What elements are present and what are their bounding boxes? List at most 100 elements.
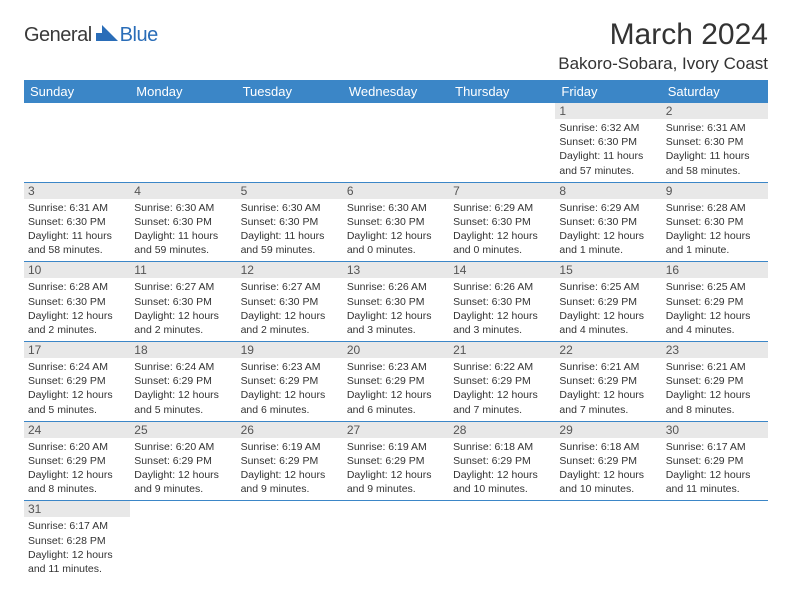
weekday-header: Friday [555, 80, 661, 103]
calendar-day-cell: 12Sunrise: 6:27 AMSunset: 6:30 PMDayligh… [237, 262, 343, 342]
sunrise-text: Sunrise: 6:30 AM [347, 201, 445, 215]
calendar-day-cell [237, 103, 343, 182]
sunset-text: Sunset: 6:30 PM [134, 215, 232, 229]
calendar-day-cell [555, 501, 661, 580]
day-details: Sunrise: 6:20 AMSunset: 6:29 PMDaylight:… [130, 438, 236, 501]
calendar-day-cell: 8Sunrise: 6:29 AMSunset: 6:30 PMDaylight… [555, 182, 661, 262]
daylight-text: Daylight: 12 hours and 3 minutes. [347, 309, 445, 337]
calendar-day-cell [24, 103, 130, 182]
daylight-text: Daylight: 12 hours and 0 minutes. [453, 229, 551, 257]
logo-flag-icon [96, 25, 118, 41]
sunrise-text: Sunrise: 6:25 AM [666, 280, 764, 294]
sunrise-text: Sunrise: 6:23 AM [347, 360, 445, 374]
daylight-text: Daylight: 12 hours and 9 minutes. [347, 468, 445, 496]
sunset-text: Sunset: 6:29 PM [559, 295, 657, 309]
day-number: 3 [24, 183, 130, 199]
calendar-week-row: 3Sunrise: 6:31 AMSunset: 6:30 PMDaylight… [24, 182, 768, 262]
calendar-day-cell: 19Sunrise: 6:23 AMSunset: 6:29 PMDayligh… [237, 342, 343, 422]
sunrise-text: Sunrise: 6:21 AM [666, 360, 764, 374]
daylight-text: Daylight: 12 hours and 11 minutes. [28, 548, 126, 576]
day-number: 25 [130, 422, 236, 438]
day-number: 19 [237, 342, 343, 358]
day-number: 27 [343, 422, 449, 438]
daylight-text: Daylight: 11 hours and 58 minutes. [666, 149, 764, 177]
sunset-text: Sunset: 6:30 PM [241, 295, 339, 309]
sunset-text: Sunset: 6:29 PM [559, 374, 657, 388]
day-details: Sunrise: 6:24 AMSunset: 6:29 PMDaylight:… [24, 358, 130, 421]
sunset-text: Sunset: 6:29 PM [559, 454, 657, 468]
day-number: 15 [555, 262, 661, 278]
day-details: Sunrise: 6:17 AMSunset: 6:28 PMDaylight:… [24, 517, 130, 580]
sunset-text: Sunset: 6:29 PM [453, 454, 551, 468]
calendar-day-cell: 15Sunrise: 6:25 AMSunset: 6:29 PMDayligh… [555, 262, 661, 342]
location-subtitle: Bakoro-Sobara, Ivory Coast [558, 54, 768, 74]
daylight-text: Daylight: 12 hours and 9 minutes. [241, 468, 339, 496]
daylight-text: Daylight: 12 hours and 10 minutes. [453, 468, 551, 496]
sunrise-text: Sunrise: 6:31 AM [666, 121, 764, 135]
sunset-text: Sunset: 6:30 PM [559, 135, 657, 149]
sunset-text: Sunset: 6:30 PM [134, 295, 232, 309]
day-details: Sunrise: 6:31 AMSunset: 6:30 PMDaylight:… [24, 199, 130, 262]
day-number: 1 [555, 103, 661, 119]
sunset-text: Sunset: 6:29 PM [666, 295, 764, 309]
calendar-week-row: 1Sunrise: 6:32 AMSunset: 6:30 PMDaylight… [24, 103, 768, 182]
daylight-text: Daylight: 12 hours and 5 minutes. [134, 388, 232, 416]
calendar-week-row: 31Sunrise: 6:17 AMSunset: 6:28 PMDayligh… [24, 501, 768, 580]
logo: General Blue [24, 18, 158, 47]
calendar-day-cell: 11Sunrise: 6:27 AMSunset: 6:30 PMDayligh… [130, 262, 236, 342]
sunrise-text: Sunrise: 6:18 AM [453, 440, 551, 454]
sunset-text: Sunset: 6:30 PM [28, 215, 126, 229]
calendar-day-cell: 5Sunrise: 6:30 AMSunset: 6:30 PMDaylight… [237, 182, 343, 262]
day-number: 24 [24, 422, 130, 438]
day-number: 17 [24, 342, 130, 358]
day-number: 20 [343, 342, 449, 358]
sunset-text: Sunset: 6:30 PM [453, 215, 551, 229]
day-number: 13 [343, 262, 449, 278]
sunrise-text: Sunrise: 6:19 AM [241, 440, 339, 454]
sunrise-text: Sunrise: 6:19 AM [347, 440, 445, 454]
sunrise-text: Sunrise: 6:32 AM [559, 121, 657, 135]
daylight-text: Daylight: 12 hours and 2 minutes. [134, 309, 232, 337]
sunrise-text: Sunrise: 6:25 AM [559, 280, 657, 294]
calendar-day-cell: 14Sunrise: 6:26 AMSunset: 6:30 PMDayligh… [449, 262, 555, 342]
day-details: Sunrise: 6:22 AMSunset: 6:29 PMDaylight:… [449, 358, 555, 421]
daylight-text: Daylight: 12 hours and 2 minutes. [241, 309, 339, 337]
day-details: Sunrise: 6:28 AMSunset: 6:30 PMDaylight:… [24, 278, 130, 341]
daylight-text: Daylight: 11 hours and 59 minutes. [241, 229, 339, 257]
sunset-text: Sunset: 6:30 PM [666, 215, 764, 229]
day-number: 30 [662, 422, 768, 438]
daylight-text: Daylight: 11 hours and 57 minutes. [559, 149, 657, 177]
calendar-day-cell [237, 501, 343, 580]
calendar-day-cell: 2Sunrise: 6:31 AMSunset: 6:30 PMDaylight… [662, 103, 768, 182]
sunrise-text: Sunrise: 6:23 AM [241, 360, 339, 374]
calendar-day-cell: 29Sunrise: 6:18 AMSunset: 6:29 PMDayligh… [555, 421, 661, 501]
calendar-day-cell: 18Sunrise: 6:24 AMSunset: 6:29 PMDayligh… [130, 342, 236, 422]
day-details: Sunrise: 6:24 AMSunset: 6:29 PMDaylight:… [130, 358, 236, 421]
calendar-day-cell [449, 103, 555, 182]
sunset-text: Sunset: 6:29 PM [241, 454, 339, 468]
sunrise-text: Sunrise: 6:26 AM [453, 280, 551, 294]
calendar-day-cell: 31Sunrise: 6:17 AMSunset: 6:28 PMDayligh… [24, 501, 130, 580]
sunset-text: Sunset: 6:29 PM [666, 374, 764, 388]
sunrise-text: Sunrise: 6:28 AM [666, 201, 764, 215]
day-number: 2 [662, 103, 768, 119]
calendar-day-cell: 21Sunrise: 6:22 AMSunset: 6:29 PMDayligh… [449, 342, 555, 422]
daylight-text: Daylight: 12 hours and 3 minutes. [453, 309, 551, 337]
day-details: Sunrise: 6:25 AMSunset: 6:29 PMDaylight:… [662, 278, 768, 341]
calendar-day-cell: 4Sunrise: 6:30 AMSunset: 6:30 PMDaylight… [130, 182, 236, 262]
daylight-text: Daylight: 12 hours and 1 minute. [559, 229, 657, 257]
weekday-header: Thursday [449, 80, 555, 103]
calendar-day-cell [130, 501, 236, 580]
sunset-text: Sunset: 6:29 PM [666, 454, 764, 468]
sunrise-text: Sunrise: 6:20 AM [134, 440, 232, 454]
calendar-day-cell: 23Sunrise: 6:21 AMSunset: 6:29 PMDayligh… [662, 342, 768, 422]
sunrise-text: Sunrise: 6:26 AM [347, 280, 445, 294]
day-number: 26 [237, 422, 343, 438]
day-details: Sunrise: 6:29 AMSunset: 6:30 PMDaylight:… [449, 199, 555, 262]
sunrise-text: Sunrise: 6:30 AM [241, 201, 339, 215]
calendar-day-cell: 22Sunrise: 6:21 AMSunset: 6:29 PMDayligh… [555, 342, 661, 422]
day-details: Sunrise: 6:23 AMSunset: 6:29 PMDaylight:… [237, 358, 343, 421]
sunrise-text: Sunrise: 6:28 AM [28, 280, 126, 294]
day-details: Sunrise: 6:28 AMSunset: 6:30 PMDaylight:… [662, 199, 768, 262]
day-number: 23 [662, 342, 768, 358]
